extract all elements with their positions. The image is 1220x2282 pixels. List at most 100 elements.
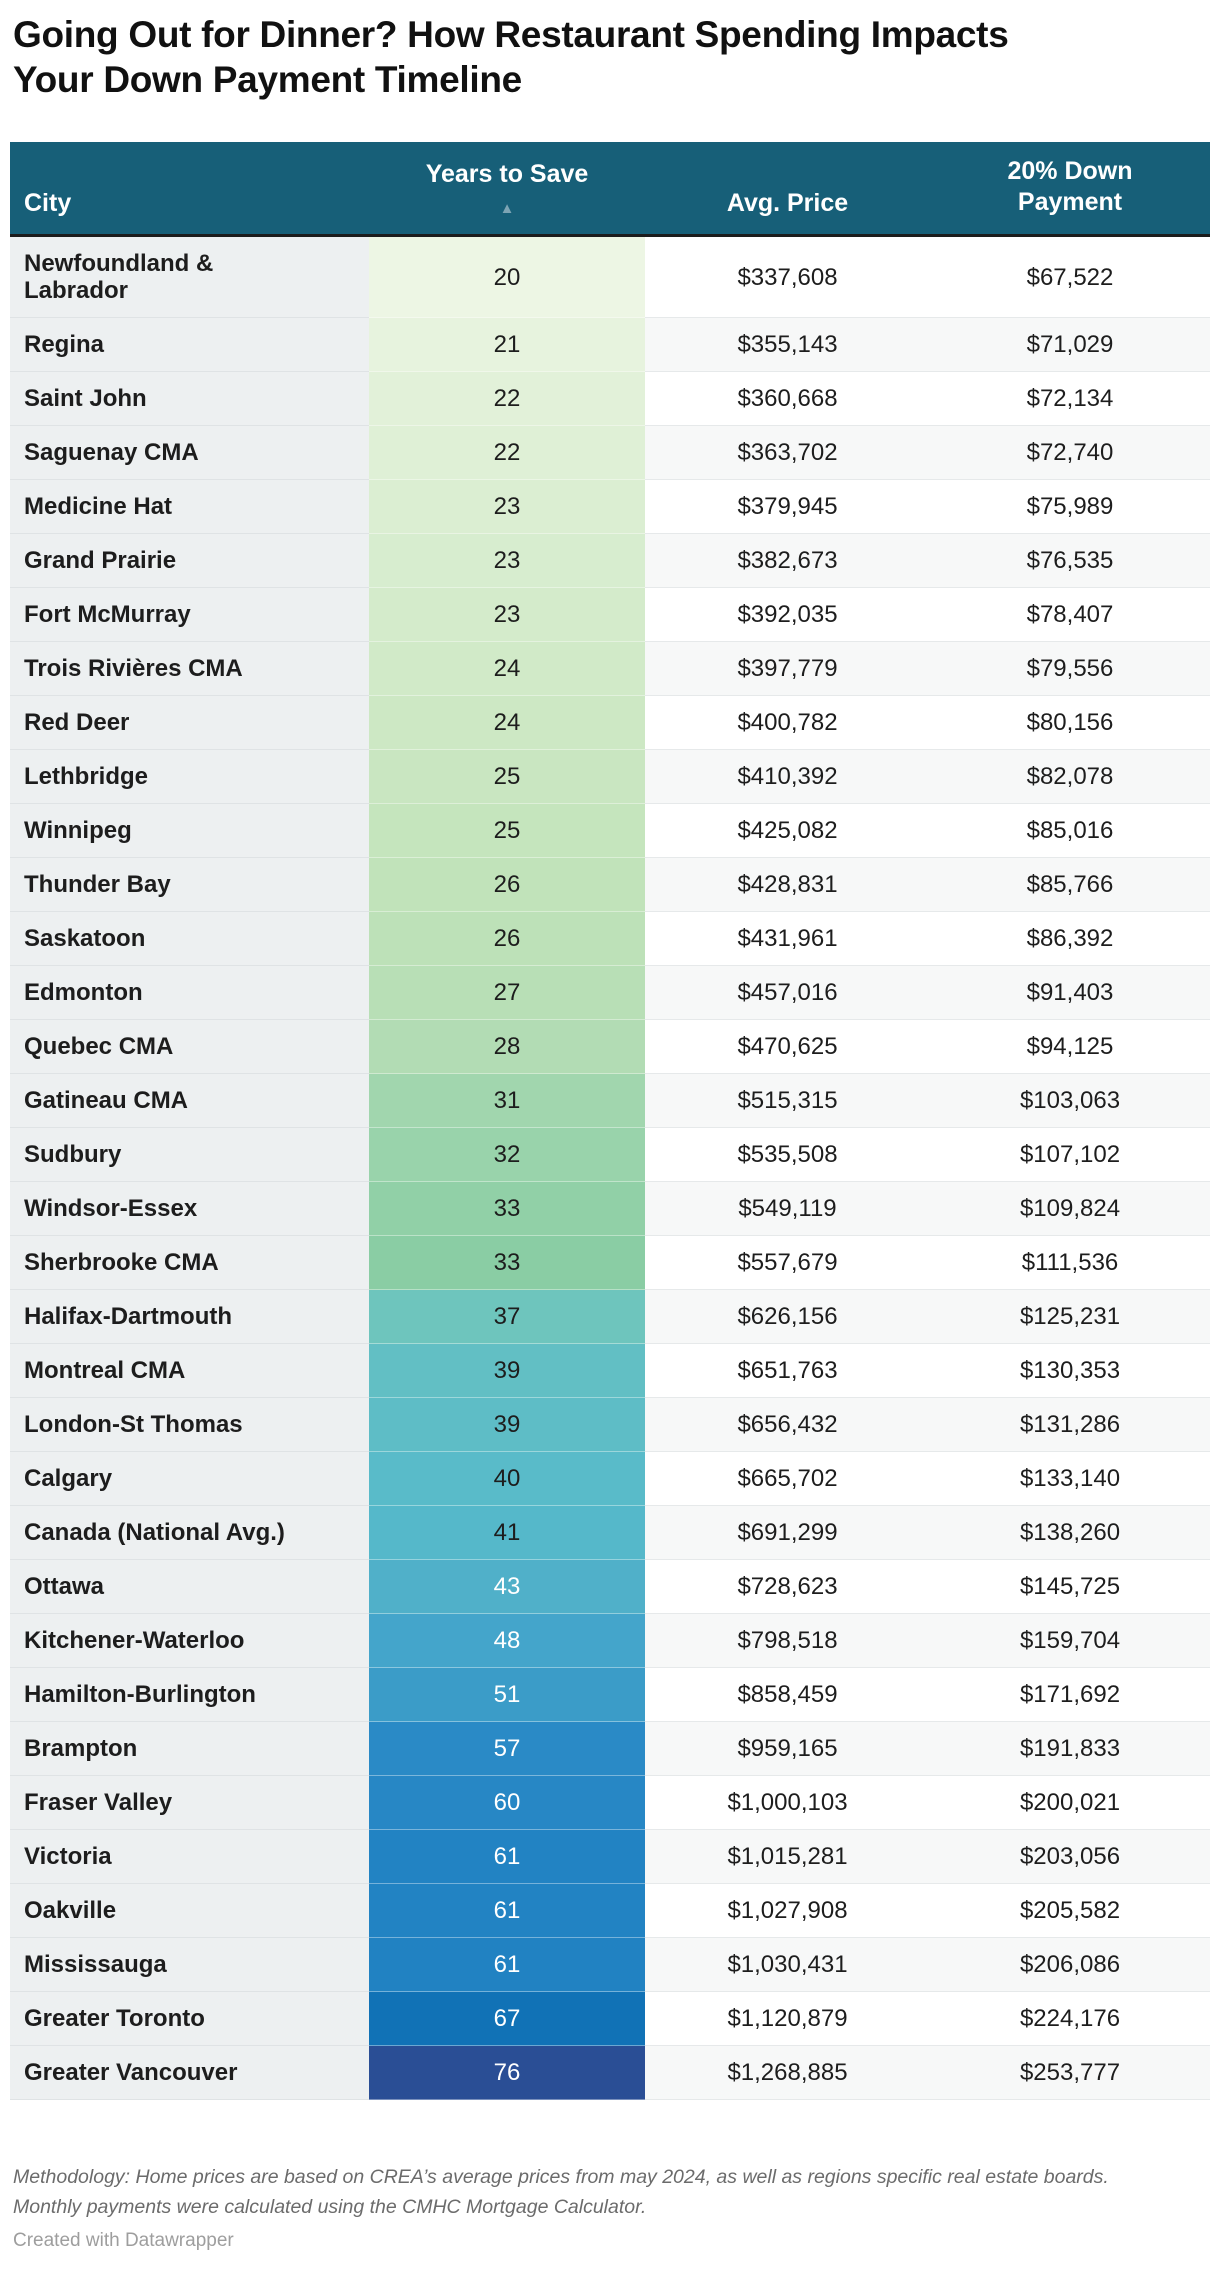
years-cell: 20 — [369, 235, 645, 318]
years-cell: 22 — [369, 371, 645, 426]
table-header: City Years to Save ▲ Avg. Price 20% Down… — [10, 142, 1210, 236]
city-cell: Thunder Bay — [10, 857, 369, 912]
city-cell: Grand Prairie — [10, 533, 369, 588]
price-cell: $798,518 — [645, 1613, 930, 1668]
city-cell: Sudbury — [10, 1127, 369, 1182]
years-cell: 27 — [369, 965, 645, 1020]
down-payment-cell: $224,176 — [930, 1991, 1210, 2046]
down-payment-cell: $171,692 — [930, 1667, 1210, 1722]
down-payment-cell: $76,535 — [930, 533, 1210, 588]
table-row: Halifax-Dartmouth 37 $626,156 $125,231 — [10, 1289, 1210, 1344]
table-row: Greater Vancouver 76 $1,268,885 $253,777 — [10, 2045, 1210, 2100]
city-cell: Fraser Valley — [10, 1775, 369, 1830]
table-row: Trois Rivières CMA 24 $397,779 $79,556 — [10, 641, 1210, 696]
years-cell: 57 — [369, 1721, 645, 1776]
city-cell: Calgary — [10, 1451, 369, 1506]
price-cell: $626,156 — [645, 1289, 930, 1344]
years-cell: 48 — [369, 1613, 645, 1668]
table-row: Newfoundland & Labrador 20 $337,608 $67,522 — [10, 235, 1210, 318]
price-cell: $470,625 — [645, 1019, 930, 1074]
column-header-avg-price[interactable]: Avg. Price — [645, 142, 930, 236]
down-payment-cell: $131,286 — [930, 1397, 1210, 1452]
price-cell: $858,459 — [645, 1667, 930, 1722]
table-row: Sherbrooke CMA 33 $557,679 $111,536 — [10, 1235, 1210, 1290]
methodology-note: Methodology: Home prices are based on CR… — [13, 2166, 1109, 2218]
table-row: Thunder Bay 26 $428,831 $85,766 — [10, 857, 1210, 912]
years-cell: 43 — [369, 1559, 645, 1614]
years-cell: 28 — [369, 1019, 645, 1074]
years-cell: 26 — [369, 911, 645, 966]
down-payment-cell: $205,582 — [930, 1883, 1210, 1938]
price-cell: $428,831 — [645, 857, 930, 912]
city-cell: Winnipeg — [10, 803, 369, 858]
price-cell: $515,315 — [645, 1073, 930, 1128]
city-cell: Medicine Hat — [10, 479, 369, 534]
table-row: Canada (National Avg.) 41 $691,299 $138,260 — [10, 1505, 1210, 1560]
table-row: Oakville 61 $1,027,908 $205,582 — [10, 1883, 1210, 1938]
down-payment-cell: $138,260 — [930, 1505, 1210, 1560]
city-cell: Mississauga — [10, 1937, 369, 1992]
years-cell: 41 — [369, 1505, 645, 1560]
city-cell: Halifax-Dartmouth — [10, 1289, 369, 1344]
table-row: Brampton 57 $959,165 $191,833 — [10, 1721, 1210, 1776]
years-cell: 37 — [369, 1289, 645, 1344]
city-cell: Greater Toronto — [10, 1991, 369, 2046]
price-cell: $549,119 — [645, 1181, 930, 1236]
column-header-down-payment[interactable]: 20% Down Payment — [930, 142, 1210, 236]
down-payment-cell: $85,766 — [930, 857, 1210, 912]
years-cell: 61 — [369, 1883, 645, 1938]
table-row: Fort McMurray 23 $392,035 $78,407 — [10, 587, 1210, 642]
city-cell: Ottawa — [10, 1559, 369, 1614]
down-payment-cell: $75,989 — [930, 479, 1210, 534]
city-cell: Fort McMurray — [10, 587, 369, 642]
price-cell: $392,035 — [645, 587, 930, 642]
table-row: Lethbridge 25 $410,392 $82,078 — [10, 749, 1210, 804]
city-cell: Canada (National Avg.) — [10, 1505, 369, 1560]
price-cell: $360,668 — [645, 371, 930, 426]
price-cell: $728,623 — [645, 1559, 930, 1614]
down-payment-cell: $82,078 — [930, 749, 1210, 804]
city-cell: Red Deer — [10, 695, 369, 750]
years-cell: 39 — [369, 1397, 645, 1452]
column-header-city-label: City — [24, 189, 72, 217]
down-payment-cell: $72,740 — [930, 425, 1210, 480]
price-cell: $1,120,879 — [645, 1991, 930, 2046]
table-row: Sudbury 32 $535,508 $107,102 — [10, 1127, 1210, 1182]
years-cell: 23 — [369, 479, 645, 534]
table-row: Red Deer 24 $400,782 $80,156 — [10, 695, 1210, 750]
down-payment-cell: $145,725 — [930, 1559, 1210, 1614]
table-row: Fraser Valley 60 $1,000,103 $200,021 — [10, 1775, 1210, 1830]
table-row: Kitchener-Waterloo 48 $798,518 $159,704 — [10, 1613, 1210, 1668]
down-payment-cell: $125,231 — [930, 1289, 1210, 1344]
price-cell: $1,268,885 — [645, 2045, 930, 2100]
down-payment-cell: $67,522 — [930, 235, 1210, 318]
column-header-years-to-save[interactable]: Years to Save ▲ — [369, 142, 645, 236]
column-header-years-label: Years to Save — [425, 160, 589, 188]
price-cell: $1,030,431 — [645, 1937, 930, 1992]
table-row: Quebec CMA 28 $470,625 $94,125 — [10, 1019, 1210, 1074]
price-cell: $431,961 — [645, 911, 930, 966]
down-payment-cell: $80,156 — [930, 695, 1210, 750]
column-header-city[interactable]: City — [10, 142, 369, 236]
years-cell: 33 — [369, 1181, 645, 1236]
table-row: Windsor-Essex 33 $549,119 $109,824 — [10, 1181, 1210, 1236]
down-payment-cell: $191,833 — [930, 1721, 1210, 1776]
years-cell: 24 — [369, 641, 645, 696]
down-payment-cell: $72,134 — [930, 371, 1210, 426]
price-cell: $397,779 — [645, 641, 930, 696]
years-cell: 61 — [369, 1829, 645, 1884]
city-cell: Lethbridge — [10, 749, 369, 804]
table-row: Grand Prairie 23 $382,673 $76,535 — [10, 533, 1210, 588]
table-row: Edmonton 27 $457,016 $91,403 — [10, 965, 1210, 1020]
table-row: Saguenay CMA 22 $363,702 $72,740 — [10, 425, 1210, 480]
down-payment-cell: $203,056 — [930, 1829, 1210, 1884]
column-header-price-label: Avg. Price — [726, 189, 849, 217]
price-cell: $410,392 — [645, 749, 930, 804]
data-table: City Years to Save ▲ Avg. Price 20% Down… — [10, 142, 1210, 2100]
table-row: Hamilton-Burlington 51 $858,459 $171,692 — [10, 1667, 1210, 1722]
city-cell: Edmonton — [10, 965, 369, 1020]
price-cell: $355,143 — [645, 317, 930, 372]
down-payment-cell: $103,063 — [930, 1073, 1210, 1128]
years-cell: 23 — [369, 587, 645, 642]
down-payment-cell: $71,029 — [930, 317, 1210, 372]
